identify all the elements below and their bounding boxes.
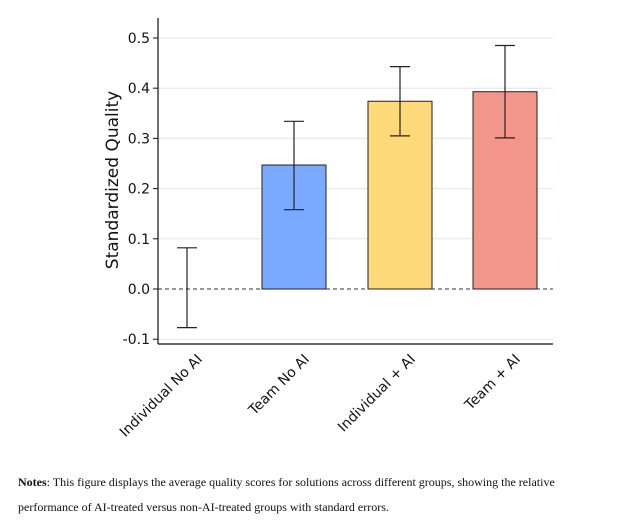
x-tick-label: Individual + AI	[335, 352, 419, 436]
y-tick-label: 0.1	[128, 232, 150, 248]
y-tick-label: 0.3	[128, 131, 150, 147]
y-tick-label: 0.0	[128, 282, 150, 298]
notes-text: : This figure displays the average quali…	[18, 475, 555, 514]
y-ticks: -0.1 0.0 0.1 0.2 0.3 0.4 0.5	[123, 31, 158, 348]
y-axis-title: Standardized Quality	[103, 91, 123, 269]
x-tick-labels: Individual No AI Team No AI Individual + A…	[117, 352, 524, 441]
y-tick-label: 0.4	[128, 81, 150, 97]
x-tick-label: Team + AI	[461, 352, 523, 414]
notes-label: Notes	[18, 475, 47, 489]
bar-chart: -0.1 0.0 0.1 0.2 0.3 0.4 0.5 Individual No AI T…	[103, 18, 553, 441]
grid-lines	[158, 37, 553, 340]
y-tick-label: 0.2	[128, 182, 150, 198]
y-tick-label: -0.1	[123, 332, 150, 348]
y-tick-label: 0.5	[128, 31, 150, 47]
error-bars	[177, 44, 515, 329]
x-tick-label: Individual No AI	[117, 352, 206, 441]
figure-notes: Notes: This figure displays the average …	[18, 470, 618, 520]
x-tick-label: Team No AI	[245, 352, 313, 420]
